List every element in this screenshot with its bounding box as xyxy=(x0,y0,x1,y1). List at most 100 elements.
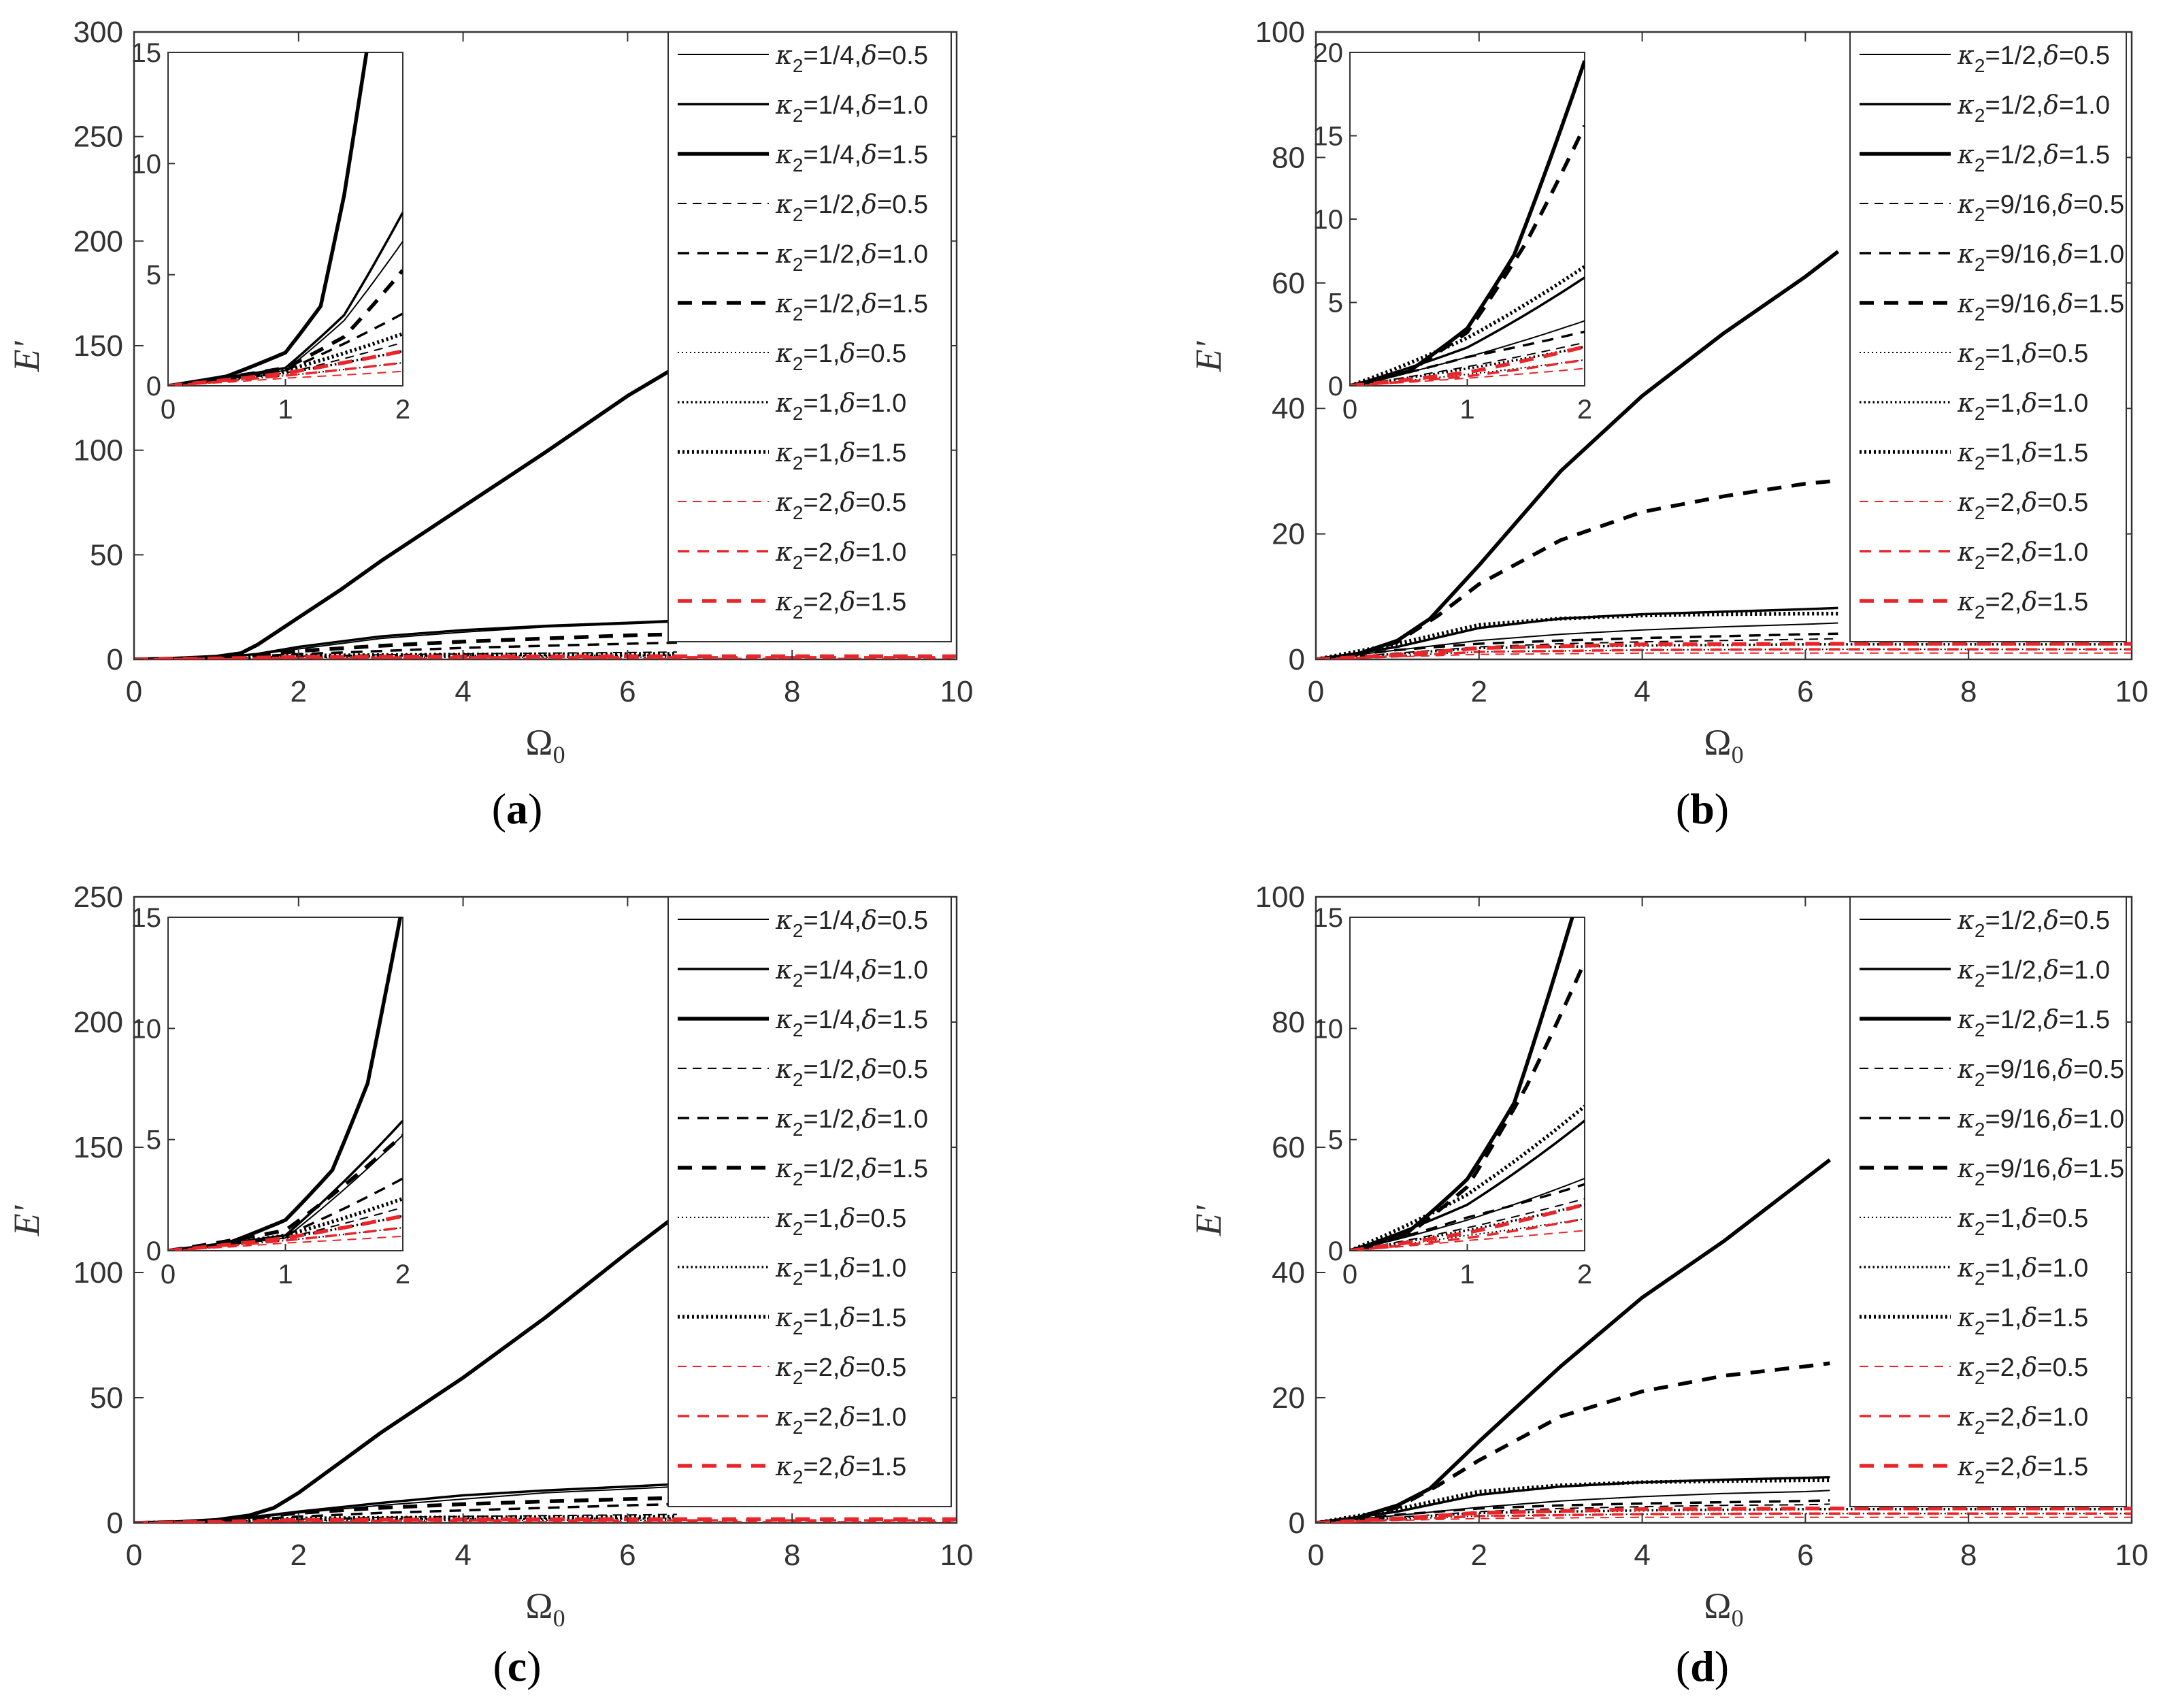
legend-delta-value: =1.5 xyxy=(2037,588,2088,617)
inset-series-line-9 xyxy=(1350,1230,1585,1251)
inset-series-line-11 xyxy=(1350,1202,1585,1251)
panel-caption-letter: c xyxy=(508,1642,527,1690)
series-group xyxy=(134,1213,957,1523)
legend-kappa-value: =1/4, xyxy=(804,956,862,985)
x-tick-label: 10 xyxy=(2115,1539,2149,1572)
inset-series-line-4 xyxy=(168,1177,403,1251)
y-tick-label: 250 xyxy=(73,881,123,914)
legend-kappa-value: =1, xyxy=(804,1204,840,1233)
legend-entry: κ2=1/4,δ=1.5 xyxy=(775,1004,928,1040)
inset-chart: 0 1 2 0 5 10 15 xyxy=(131,38,411,425)
inset-series-line-3 xyxy=(1350,342,1585,386)
panel-caption-close: ) xyxy=(527,1642,541,1690)
inset-y-tick-label: 5 xyxy=(1328,1126,1343,1155)
legend-kappa-value: =1, xyxy=(1985,1204,2022,1233)
legend-kappa-sub: 2 xyxy=(793,1367,804,1388)
inset-series-group xyxy=(168,917,403,1251)
x-tick-label: 4 xyxy=(455,675,471,708)
legend-kappa-sub: 2 xyxy=(1975,303,1985,325)
series-group xyxy=(134,365,957,659)
legend-entry: κ2=2,δ=1.5 xyxy=(1957,1451,2088,1488)
legend-delta-value: =1.5 xyxy=(855,588,906,617)
x-tick-label: 10 xyxy=(2115,675,2149,708)
y-tick-label: 100 xyxy=(1255,16,1305,49)
legend-delta-value: =0.5 xyxy=(2073,1055,2124,1084)
legend-delta: δ xyxy=(2021,388,2037,418)
legend-kappa-sub: 2 xyxy=(1975,453,1985,474)
legend-delta-value: =1.5 xyxy=(2059,1006,2110,1034)
legend-kappa-value: =1, xyxy=(804,1304,840,1332)
inset-x-tick-label: 1 xyxy=(278,395,293,425)
legend-delta: δ xyxy=(2058,1104,2073,1134)
legend-delta-value: =1.0 xyxy=(855,1403,906,1432)
legend-kappa-sub: 2 xyxy=(793,1218,804,1239)
legend-kappa: κ xyxy=(775,487,793,517)
legend-kappa: κ xyxy=(775,40,793,70)
legend-entry: κ2=2,δ=0.5 xyxy=(775,1352,906,1388)
inset-series-line-9 xyxy=(168,370,403,386)
legend-kappa: κ xyxy=(1957,189,1975,219)
legend-kappa: κ xyxy=(1957,1302,1975,1332)
legend-kappa-sub: 2 xyxy=(1975,254,1985,275)
legend-kappa-value: =1, xyxy=(1985,1254,2022,1283)
y-axis-label: E' xyxy=(1188,340,1229,372)
legend-kappa-value: =1/2, xyxy=(1985,91,2044,120)
legend-entry: κ2=1,δ=0.5 xyxy=(1957,338,2088,374)
legend-kappa: κ xyxy=(1957,1153,1975,1183)
series-line-3 xyxy=(1316,638,1838,659)
y-tick-label: 250 xyxy=(73,120,123,154)
legend-kappa-sub: 2 xyxy=(1975,602,1985,623)
legend-entry: κ2=1/2,δ=1.5 xyxy=(775,1153,928,1189)
legend-entry: κ2=2,δ=0.5 xyxy=(775,487,906,523)
panel-caption: (c) xyxy=(493,1642,541,1690)
legend-kappa-value: =2, xyxy=(1985,1453,2022,1481)
inset-series-line-3 xyxy=(168,342,403,386)
panel-caption: (d) xyxy=(1676,1642,1729,1690)
legend-kappa-sub: 2 xyxy=(1975,1466,1985,1488)
inset-series-group xyxy=(168,52,403,386)
inset-y-tick-label: 10 xyxy=(1313,205,1344,235)
legend-kappa-sub: 2 xyxy=(793,55,804,76)
legend-kappa-sub: 2 xyxy=(1975,1019,1985,1040)
y-tick-label: 200 xyxy=(73,225,123,258)
legend-entry: κ2=1/4,δ=1.5 xyxy=(775,139,928,176)
legend-kappa-sub: 2 xyxy=(793,1069,804,1090)
x-tick-label: 0 xyxy=(1308,1539,1324,1572)
legend-delta: δ xyxy=(840,438,855,467)
series-line-10 xyxy=(1316,1512,2132,1523)
series-line-0 xyxy=(1316,1490,1830,1523)
legend-entry: κ2=2,δ=1.0 xyxy=(1957,537,2088,573)
legend-delta-value: =1.0 xyxy=(2037,538,2088,567)
legend-entry: κ2=1,δ=0.5 xyxy=(775,338,906,374)
legend-kappa: κ xyxy=(775,1054,793,1084)
y-tick-label: 80 xyxy=(1272,141,1305,174)
legend-delta: δ xyxy=(2058,1153,2073,1183)
legend-delta: δ xyxy=(840,1302,855,1332)
legend-kappa: κ xyxy=(775,587,793,617)
legend: κ2=1/4,δ=0.5κ2=1/4,δ=1.0κ2=1/4,δ=1.5κ2=1… xyxy=(667,31,952,642)
x-tick-label: 10 xyxy=(940,675,974,708)
inset-series-line-9 xyxy=(168,1235,403,1251)
inset-y-tick-label: 10 xyxy=(131,149,162,179)
legend-kappa: κ xyxy=(1957,1352,1975,1382)
y-tick-label: 60 xyxy=(1272,1131,1305,1164)
panel-caption-letter: b xyxy=(1690,785,1715,833)
legend-entry: κ2=1/2,δ=0.5 xyxy=(775,189,928,225)
legend-delta: δ xyxy=(2043,905,2059,935)
inset-y-tick-label: 0 xyxy=(146,372,161,401)
legend-entry: κ2=1,δ=0.5 xyxy=(775,1203,906,1239)
y-tick-label: 50 xyxy=(90,538,123,572)
panel-caption: (a) xyxy=(492,785,543,833)
inset-x-tick-label: 0 xyxy=(161,395,176,425)
legend-delta-value: =1.0 xyxy=(855,538,906,567)
panel-caption-close: ) xyxy=(1715,1642,1729,1690)
legend-kappa-value: =1/4, xyxy=(804,906,862,935)
legend-delta-value: =1.5 xyxy=(877,1155,928,1183)
inset-box xyxy=(167,52,403,387)
legend-kappa-value: =1/4, xyxy=(804,42,862,70)
legend-kappa-sub: 2 xyxy=(793,1417,804,1438)
legend-entry: κ2=1/2,δ=1.5 xyxy=(775,289,928,325)
inset-x-tick-label: 2 xyxy=(1577,395,1592,425)
legend-kappa-value: =2, xyxy=(804,1353,840,1382)
legend-delta: δ xyxy=(861,905,877,935)
